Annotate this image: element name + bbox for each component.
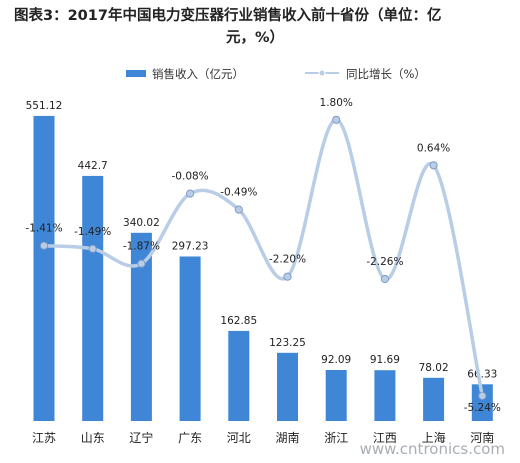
bar-9 [471,384,493,421]
growth-marker-3 [186,189,195,198]
bar-0 [33,115,55,422]
bar-1 [82,175,104,421]
growth-value-label-5: -2.20% [269,254,306,266]
bar-value-label-9: 66.33 [467,368,497,380]
bar-6 [325,370,347,421]
bar-3 [179,256,201,421]
watermark-text: www.cntronics.com [360,440,505,458]
bar-8 [423,377,445,421]
category-label-5: 湖南 [275,430,299,445]
bar-4 [228,330,250,421]
growth-marker-6 [332,115,341,124]
bar-value-label-5: 123.25 [269,337,306,349]
growth-marker-8 [429,161,438,170]
bar-value-label-8: 78.02 [419,362,449,374]
growth-marker-1 [88,244,97,253]
category-label-2: 辽宁 [129,430,153,445]
growth-value-label-3: -0.08% [172,171,209,183]
bar-value-label-3: 297.23 [172,241,209,253]
category-label-8: 上海 [422,430,446,445]
bar-value-label-1: 442.7 [78,160,108,172]
growth-line [42,118,485,398]
category-label-4: 河北 [227,431,251,445]
category-label-1: 山东 [81,431,105,445]
bar-value-label-4: 162.85 [220,315,257,327]
category-label-3: 广东 [178,431,202,445]
category-labels: 江苏 山东 辽宁 广东 河北 湖南 浙江 江西 上海 河南 [32,430,494,445]
growth-marker-7 [380,274,389,284]
category-label-6: 浙江 [324,431,348,445]
growth-value-label-7: -2.26% [366,256,403,268]
category-label-0: 江苏 [32,431,56,445]
growth-value-label-4: -0.49% [220,187,257,199]
growth-value-label-0: -1.41% [25,223,62,235]
bar-value-label-2: 340.02 [123,217,160,229]
legend: 销售收入（亿元） 同比增长（%） [126,67,426,81]
growth-marker-2 [137,259,146,268]
bar-5 [277,352,298,421]
bar-series [33,115,493,422]
legend-line-marker [318,69,326,77]
bar-2 [130,232,152,421]
bar-value-labels: 551.12 442.7 340.02 297.23 162.85 123.25 92.09… [26,100,498,380]
chart-title-line2: 元，%） [226,28,284,46]
growth-value-label-8: 0.64% [417,142,450,154]
bar-value-label-6: 92.09 [321,354,351,366]
growth-marker-4 [234,205,243,214]
bar-7 [374,370,396,421]
legend-line-label: 同比增长（%） [346,67,426,81]
growth-value-label-9: -5.24% [464,402,501,414]
growth-value-labels: -1.41% -1.49% -1.87% -0.08% -0.49% -2.20% 1.80… [25,97,500,414]
bar-value-label-7: 91.69 [370,354,400,366]
growth-marker-0 [39,241,49,250]
growth-value-label-6: 1.80% [320,97,353,109]
category-label-9: 河南 [470,430,494,445]
growth-value-label-2: -1.87% [123,241,160,253]
growth-value-label-1: -1.49% [74,226,111,238]
chart-title-line1: 图表3：2017年中国电力变压器行业销售收入前十省份（单位：亿 [14,6,441,24]
growth-markers [39,115,487,400]
growth-marker-5 [283,272,292,281]
growth-marker-9 [478,391,487,400]
category-label-7: 江西 [373,431,397,445]
legend-bar-swatch [126,70,146,77]
bar-value-label-0: 551.12 [26,100,63,112]
legend-bar-label: 销售收入（亿元） [152,67,244,81]
